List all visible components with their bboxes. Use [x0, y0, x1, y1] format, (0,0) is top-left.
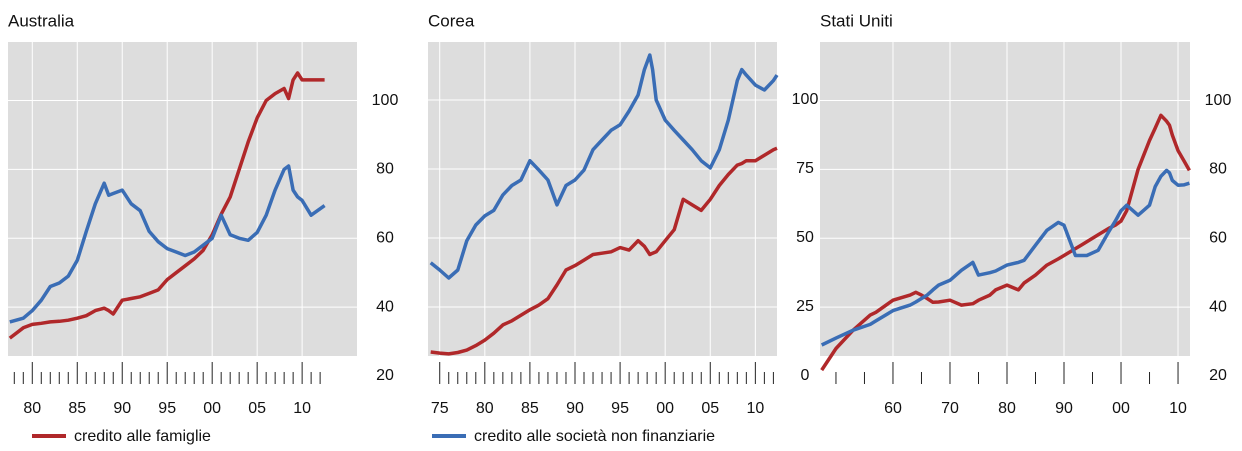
y-tick-label: 40 — [1209, 298, 1227, 315]
x-tick-label: 85 — [521, 400, 539, 417]
y-tick-label: 100 — [1205, 92, 1232, 109]
x-tick-label: 10 — [1169, 400, 1187, 417]
data-line — [429, 53, 779, 280]
x-tick-label: 75 — [431, 400, 449, 417]
data-line — [9, 164, 326, 324]
legend-label: credito alle società non finanziarie — [474, 428, 715, 445]
x-tick-label: 90 — [566, 400, 584, 417]
panel-title: Corea — [428, 11, 475, 30]
plot-area — [8, 42, 357, 356]
y-tick-label: 100 — [792, 91, 819, 108]
y-tick-label: 50 — [796, 229, 814, 246]
x-tick-label: 80 — [998, 400, 1016, 417]
plot-area — [820, 42, 1190, 356]
x-tick-label: 85 — [68, 400, 86, 417]
plot-area — [428, 42, 777, 356]
x-tick-label: 05 — [701, 400, 719, 417]
x-tick-label: 95 — [158, 400, 176, 417]
y-tick-label: 20 — [376, 367, 394, 384]
data-line — [430, 146, 778, 356]
x-tick-label: 80 — [23, 400, 41, 417]
y-tick-label: 0 — [801, 367, 810, 384]
panel-title: Australia — [8, 11, 75, 30]
y-tick-label: 80 — [376, 161, 394, 178]
data-line — [820, 168, 1190, 347]
y-tick-label: 100 — [372, 92, 399, 109]
x-tick-label: 00 — [203, 400, 221, 417]
x-tick-label: 10 — [746, 400, 764, 417]
y-tick-label: 60 — [1209, 229, 1227, 246]
x-tick-label: 60 — [884, 400, 902, 417]
data-line — [820, 113, 1191, 372]
x-tick-label: 00 — [656, 400, 674, 417]
legend-label: credito alle famiglie — [74, 428, 211, 445]
y-tick-label: 20 — [1209, 367, 1227, 384]
x-tick-label: 70 — [941, 400, 959, 417]
y-tick-label: 25 — [796, 298, 814, 315]
panel-title: Stati Uniti — [820, 11, 893, 30]
y-tick-label: 40 — [376, 298, 394, 315]
y-tick-label: 80 — [1209, 161, 1227, 178]
x-tick-label: 80 — [476, 400, 494, 417]
y-tick-label: 60 — [376, 229, 394, 246]
data-line — [8, 71, 325, 340]
x-tick-label: 90 — [113, 400, 131, 417]
x-tick-label: 00 — [1112, 400, 1130, 417]
x-tick-label: 05 — [248, 400, 266, 417]
x-tick-label: 95 — [611, 400, 629, 417]
x-tick-label: 90 — [1055, 400, 1073, 417]
y-tick-label: 75 — [796, 160, 814, 177]
x-tick-label: 10 — [293, 400, 311, 417]
